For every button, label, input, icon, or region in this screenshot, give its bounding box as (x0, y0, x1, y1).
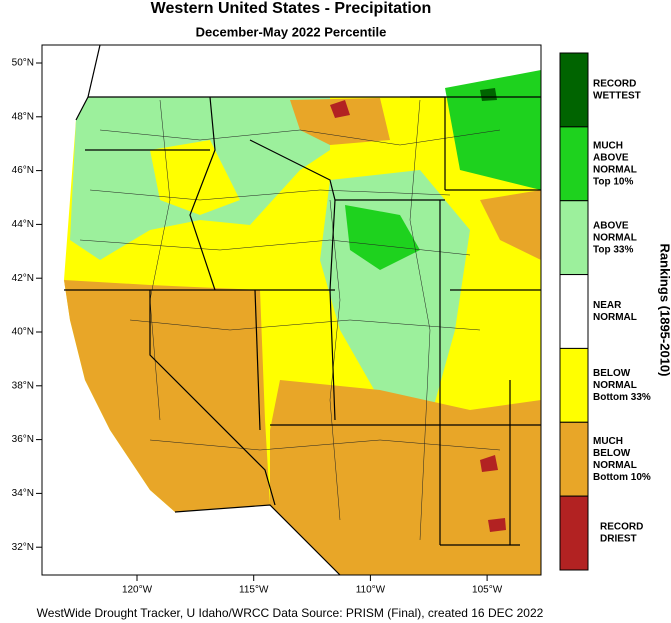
legend-label: NEAR (593, 300, 622, 311)
footer-credit: WestWide Drought Tracker, U Idaho/WRCC D… (37, 606, 544, 620)
legend-swatch (559, 347, 589, 423)
lat-label: 48°N (12, 111, 34, 122)
lat-label: 46°N (12, 165, 34, 176)
legend-label: MUCH (593, 436, 623, 447)
lat-label: 34°N (12, 488, 34, 499)
legend-swatch (559, 495, 589, 571)
legend-label: NORMAL (593, 460, 637, 471)
lat-label: 36°N (12, 434, 34, 445)
legend-label: ABOVE (593, 220, 629, 231)
legend-label: Top 10% (593, 176, 633, 187)
legend-swatch (559, 52, 589, 128)
map-frame (41, 44, 542, 576)
legend-label: WETTEST (593, 91, 641, 102)
lon-label: 115°W (239, 585, 269, 596)
legend-swatch (559, 421, 589, 497)
legend-swatch (559, 274, 589, 349)
legend-label: NORMAL (593, 380, 637, 391)
legend-label: NORMAL (593, 164, 637, 175)
legend-title: Rankings (1895-2010) (658, 244, 671, 377)
legend-label: NORMAL (593, 232, 637, 243)
lon-label: 110°W (356, 585, 386, 596)
lat-label: 32°N (12, 542, 34, 553)
lat-label: 40°N (12, 327, 34, 338)
legend-label: RECORD (593, 79, 636, 90)
legend-label: ABOVE (593, 152, 629, 163)
legend-label: MUCH (593, 140, 623, 151)
lat-label: 44°N (12, 219, 34, 230)
legend-label: BELOW (593, 368, 631, 379)
legend-swatch (559, 126, 589, 202)
legend-swatch (559, 200, 589, 276)
legend-label: Bottom 33% (593, 392, 651, 403)
legend-label: Top 33% (593, 244, 633, 255)
map (42, 45, 541, 575)
lat-label: 50°N (12, 58, 34, 69)
subtitle: December-May 2022 Percentile (196, 24, 387, 39)
legend-label: Bottom 10% (593, 472, 651, 483)
lon-label: 105°W (472, 585, 503, 596)
lon-label: 120°W (122, 585, 153, 596)
lat-label: 38°N (12, 380, 34, 391)
legend-label: RECORD (600, 522, 643, 533)
lat-label: 42°N (12, 273, 34, 284)
title: Western United States - Precipitation (151, 0, 432, 17)
legend-label: NORMAL (593, 312, 637, 323)
legend-label: DRIEST (600, 534, 637, 545)
legend-label: BELOW (593, 448, 631, 459)
